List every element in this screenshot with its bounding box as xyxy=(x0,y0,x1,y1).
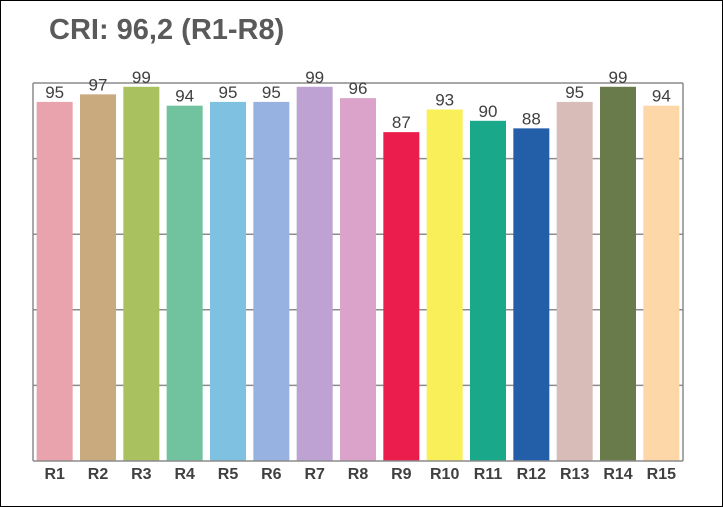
x-tick-r4: R4 xyxy=(174,466,195,483)
x-tick-r12: R12 xyxy=(517,466,546,483)
bar-r13 xyxy=(556,101,593,462)
value-label-r6: 95 xyxy=(262,83,281,102)
value-label-r15: 94 xyxy=(652,87,671,106)
bar-r6 xyxy=(253,101,290,462)
x-tick-r3: R3 xyxy=(131,466,152,483)
bar-r10 xyxy=(426,109,463,462)
bar-r4 xyxy=(166,105,203,462)
bar-r3 xyxy=(123,86,160,461)
value-label-r3: 99 xyxy=(132,68,151,87)
value-label-r11: 90 xyxy=(479,102,498,121)
value-label-r5: 95 xyxy=(219,83,238,102)
x-tick-r13: R13 xyxy=(560,466,589,483)
chart-title: CRI: 96,2 (R1-R8) xyxy=(49,14,285,46)
bars xyxy=(36,86,680,462)
value-label-r8: 96 xyxy=(349,79,368,98)
value-label-r9: 87 xyxy=(392,113,411,132)
bar-r9 xyxy=(383,132,420,461)
axes xyxy=(32,83,684,462)
value-label-r12: 88 xyxy=(522,109,541,128)
x-tick-r2: R2 xyxy=(88,466,109,483)
x-tick-r9: R9 xyxy=(391,466,412,483)
x-tick-r11: R11 xyxy=(474,466,503,483)
bar-r2 xyxy=(80,94,116,461)
x-tick-r10: R10 xyxy=(430,466,459,483)
bar-r8 xyxy=(340,98,376,462)
x-tick-r8: R8 xyxy=(348,466,369,483)
value-label-r10: 93 xyxy=(435,90,454,109)
x-tick-labels: R1 R2 R3 R4 R5 R6 R7 R8 R9 R10 R11 R12 R13 R14 R15 xyxy=(44,466,676,483)
value-labels: 95 97 99 94 95 95 99 96 87 93 90 88 95 99 94 xyxy=(45,68,671,132)
bar-r5 xyxy=(210,101,246,462)
value-label-r2: 97 xyxy=(89,75,108,94)
value-label-r14: 99 xyxy=(609,68,628,87)
x-tick-r6: R6 xyxy=(261,466,282,483)
value-label-r1: 95 xyxy=(45,83,64,102)
x-tick-r14: R14 xyxy=(603,466,632,483)
bar-r11 xyxy=(470,120,506,462)
bar-r1 xyxy=(36,101,73,462)
x-tick-r15: R15 xyxy=(647,466,676,483)
bar-r15 xyxy=(643,105,680,462)
value-label-r7: 99 xyxy=(305,68,324,87)
value-label-r4: 94 xyxy=(175,87,194,106)
bar-r12 xyxy=(513,128,550,462)
x-tick-r7: R7 xyxy=(304,466,325,483)
x-tick-r5: R5 xyxy=(218,466,239,483)
bar-r7 xyxy=(296,86,333,461)
x-tick-r1: R1 xyxy=(44,466,65,483)
bar-r14 xyxy=(600,86,636,461)
value-label-r13: 95 xyxy=(565,83,584,102)
